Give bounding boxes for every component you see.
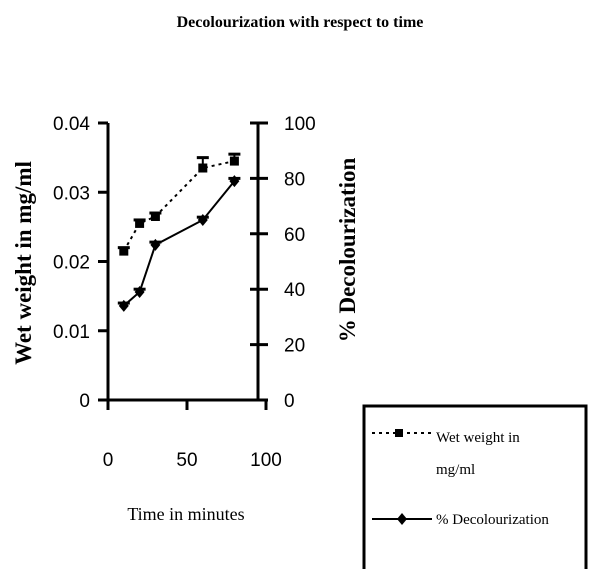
right-y-tick-label: 40 <box>284 280 305 301</box>
data-point-decolourization <box>150 238 161 251</box>
legend-label-wet-weight-line1: Wet weight in <box>436 430 520 446</box>
legend-label-decolourization: % Decolourization <box>436 512 549 528</box>
y-axis-title-right: % Decolourization <box>335 157 360 342</box>
data-point-wet-weight-in-mg-ml <box>150 211 160 221</box>
x-tick-label: 50 <box>176 450 197 471</box>
data-point-wet-weight-in-mg-ml <box>119 246 129 256</box>
right-y-tick-label: 100 <box>284 114 316 135</box>
legend-marker-wet-weight <box>395 429 403 437</box>
data-point-decolourization <box>134 285 145 298</box>
x-tick-label: 0 <box>103 450 114 471</box>
chart-title: Decolourization with respect to time <box>176 14 424 31</box>
left-y-tick-label: 0.02 <box>53 253 90 274</box>
left-y-tick-label: 0.04 <box>53 114 90 135</box>
legend-marker-decolourization <box>397 513 407 525</box>
left-y-tick-label: 0.01 <box>53 322 90 343</box>
series-line-wet-weight-in-mg-ml <box>122 160 235 252</box>
right-y-tick-label: 0 <box>284 391 295 412</box>
data-point-decolourization <box>197 213 208 226</box>
right-y-tick-label: 20 <box>284 336 305 357</box>
right-y-tick-label: 80 <box>284 169 305 190</box>
x-axis-title: Time in minutes <box>127 504 244 524</box>
data-point-decolourization <box>118 299 129 312</box>
right-y-tick-label: 60 <box>284 225 305 246</box>
y-axis-title-left: Wet weight in mg/ml <box>11 161 36 365</box>
left-y-tick-label: 0 <box>79 391 90 412</box>
data-point-wet-weight-in-mg-ml <box>135 218 145 228</box>
data-point-wet-weight-in-mg-ml <box>229 156 239 166</box>
legend-label-wet-weight-line2: mg/ml <box>436 462 475 478</box>
left-y-tick-label: 0.03 <box>53 183 90 204</box>
x-tick-label: 100 <box>250 450 282 471</box>
data-point-decolourization <box>229 175 240 188</box>
data-point-wet-weight-in-mg-ml <box>198 163 208 173</box>
legend: Wet weight in mg/ml % Decolourization <box>362 404 588 569</box>
